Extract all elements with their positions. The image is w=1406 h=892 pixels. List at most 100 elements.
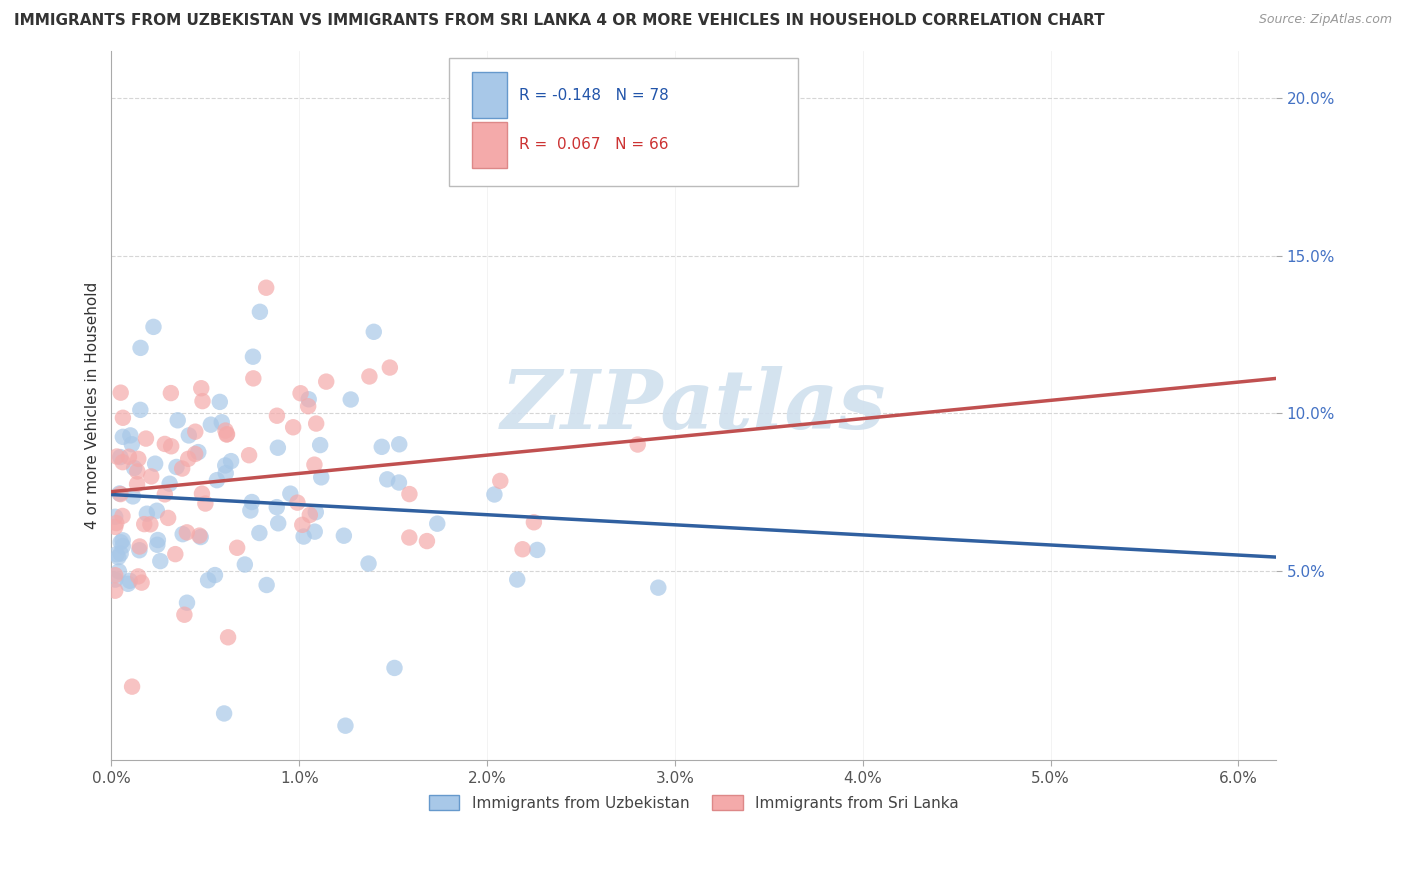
- Point: [266, 409, 288, 423]
- Point: [333, 529, 356, 543]
- Point: [173, 607, 195, 622]
- Point: [378, 360, 401, 375]
- Point: [238, 448, 260, 462]
- Point: [104, 568, 127, 582]
- Point: [291, 517, 314, 532]
- Point: [139, 517, 162, 532]
- Point: [105, 547, 128, 561]
- Point: [153, 437, 176, 451]
- Point: [110, 547, 132, 561]
- Point: [309, 470, 332, 484]
- Point: [122, 490, 145, 504]
- Point: [309, 438, 332, 452]
- Point: [526, 543, 548, 558]
- Point: [217, 630, 239, 644]
- Point: [298, 508, 321, 522]
- Point: [335, 719, 357, 733]
- Point: [214, 458, 236, 473]
- Point: [127, 451, 149, 466]
- Point: [266, 500, 288, 515]
- Point: [111, 410, 134, 425]
- Point: [118, 574, 141, 588]
- Point: [146, 533, 169, 547]
- Point: [254, 281, 277, 295]
- Point: [177, 428, 200, 442]
- Point: [280, 486, 302, 500]
- Point: [190, 381, 212, 395]
- Point: [188, 528, 211, 542]
- Point: [135, 507, 157, 521]
- Point: [194, 497, 217, 511]
- Point: [239, 503, 262, 517]
- Point: [157, 511, 180, 525]
- Point: [388, 475, 411, 490]
- Point: [240, 495, 263, 509]
- Point: [166, 459, 188, 474]
- Point: [371, 440, 394, 454]
- Point: [305, 417, 328, 431]
- Point: [105, 516, 128, 530]
- Point: [110, 535, 132, 549]
- Point: [149, 554, 172, 568]
- Point: [120, 428, 142, 442]
- Point: [131, 575, 153, 590]
- Point: [127, 465, 149, 479]
- Point: [141, 469, 163, 483]
- Point: [172, 527, 194, 541]
- Point: [121, 680, 143, 694]
- Point: [416, 534, 439, 549]
- Point: [298, 392, 321, 407]
- Point: [512, 542, 534, 557]
- Point: [117, 576, 139, 591]
- Point: [211, 415, 233, 429]
- Point: [219, 454, 242, 468]
- Point: [384, 661, 406, 675]
- Point: [128, 540, 150, 554]
- Point: [426, 516, 449, 531]
- Point: [105, 450, 128, 464]
- Point: [205, 473, 228, 487]
- Point: [176, 525, 198, 540]
- Point: [290, 386, 312, 401]
- Point: [191, 394, 214, 409]
- Point: [212, 706, 235, 721]
- Point: [146, 538, 169, 552]
- Point: [128, 543, 150, 558]
- Point: [127, 569, 149, 583]
- Point: [166, 413, 188, 427]
- Point: [110, 450, 132, 464]
- Point: [160, 439, 183, 453]
- Point: [249, 305, 271, 319]
- Point: [159, 476, 181, 491]
- Point: [215, 427, 238, 442]
- Point: [111, 533, 134, 548]
- Point: [134, 517, 156, 532]
- Point: [111, 430, 134, 444]
- Point: [484, 487, 506, 501]
- Point: [191, 486, 214, 500]
- Point: [363, 325, 385, 339]
- Point: [104, 573, 127, 587]
- Legend: Immigrants from Uzbekistan, Immigrants from Sri Lanka: Immigrants from Uzbekistan, Immigrants f…: [423, 789, 965, 816]
- Point: [110, 385, 132, 400]
- Point: [108, 565, 131, 579]
- Bar: [472, 121, 508, 168]
- Point: [297, 399, 319, 413]
- Point: [104, 583, 127, 598]
- Point: [129, 402, 152, 417]
- Point: [197, 573, 219, 587]
- Point: [108, 486, 131, 500]
- Point: [523, 516, 546, 530]
- Text: R =  0.067   N = 66: R = 0.067 N = 66: [519, 137, 668, 153]
- Point: [305, 505, 328, 519]
- Bar: [472, 72, 508, 118]
- Point: [111, 508, 134, 523]
- Point: [304, 524, 326, 539]
- Point: [233, 558, 256, 572]
- Point: [118, 450, 141, 464]
- Point: [184, 425, 207, 439]
- Point: [176, 596, 198, 610]
- Point: [256, 578, 278, 592]
- Point: [204, 568, 226, 582]
- Point: [143, 457, 166, 471]
